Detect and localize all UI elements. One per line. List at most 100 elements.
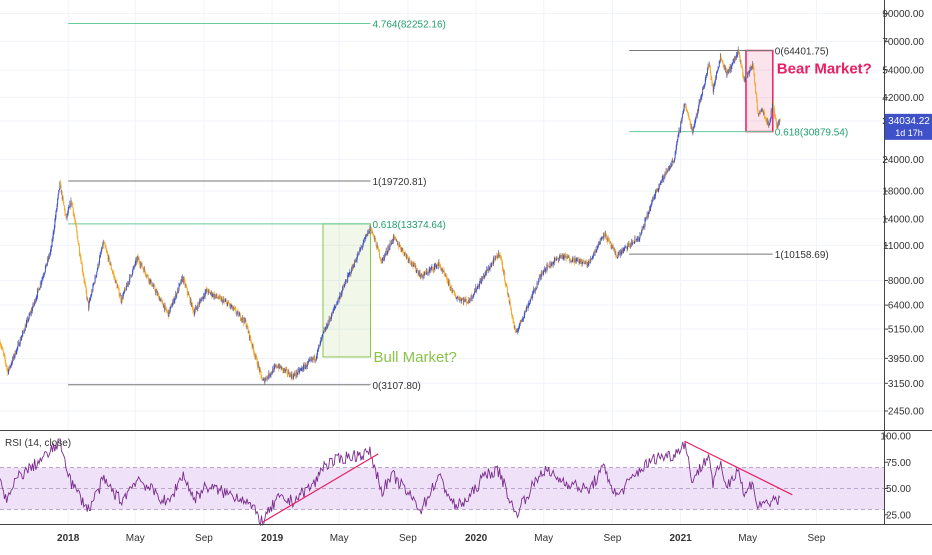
candle-body	[748, 71, 750, 74]
candle-body	[386, 252, 388, 254]
candle-body	[93, 282, 95, 285]
candle-body	[514, 326, 516, 328]
candle-body	[655, 191, 657, 197]
candle-body	[306, 366, 308, 368]
candle-body	[380, 259, 382, 262]
candle-body	[695, 114, 697, 118]
candle-body	[45, 263, 47, 268]
candle-body	[4, 354, 6, 357]
candle-body	[510, 306, 512, 309]
candle-body	[765, 118, 767, 121]
candle-body	[566, 256, 568, 259]
candle-body	[581, 262, 583, 265]
candle-body	[189, 295, 191, 298]
candle-body	[697, 109, 699, 112]
candle-body	[614, 251, 616, 254]
candle-body	[257, 364, 259, 367]
candle-body	[528, 303, 530, 306]
candle-body	[340, 294, 341, 298]
candle-body	[749, 71, 750, 74]
candle-body	[315, 357, 317, 360]
candle-body	[37, 290, 39, 297]
candle-body	[20, 338, 22, 341]
candle-body	[469, 300, 471, 302]
candle-body	[438, 262, 440, 267]
candle-body	[691, 126, 693, 130]
candle-body	[366, 234, 368, 237]
candle-body	[96, 271, 98, 276]
candle-body	[727, 70, 729, 72]
candle-body	[300, 368, 302, 370]
candle-body	[581, 261, 583, 265]
candle-body	[319, 344, 321, 346]
candle-body	[742, 75, 744, 77]
candle-body	[191, 302, 193, 307]
candle-body	[450, 286, 452, 288]
candle-body	[534, 289, 536, 291]
candle-body	[525, 311, 527, 313]
candle-body	[437, 265, 439, 267]
candle-body	[24, 330, 26, 332]
candle-body	[498, 252, 500, 257]
candle-body	[503, 269, 505, 273]
candle-body	[564, 254, 565, 259]
candle-body	[269, 375, 271, 377]
fib-level-label: 4.764(82252.16)	[372, 20, 445, 31]
candle-body	[158, 297, 160, 300]
candle-body	[540, 274, 542, 277]
candle-body	[356, 256, 358, 261]
candle-body	[408, 258, 410, 260]
candle-body	[277, 366, 279, 368]
candle-body	[757, 109, 759, 114]
candle-body	[588, 260, 590, 264]
candle-body	[380, 258, 382, 260]
candle-body	[80, 256, 82, 258]
candle-body	[40, 283, 42, 285]
candle-body	[713, 85, 715, 87]
candle-body	[96, 269, 98, 272]
candle-body	[453, 290, 455, 292]
candle-body	[480, 280, 482, 283]
candle-body	[176, 292, 178, 294]
candle-body	[611, 245, 613, 249]
candle-body	[25, 325, 27, 328]
candle-body	[61, 191, 63, 199]
candle-body	[24, 325, 26, 331]
candle-body	[759, 113, 760, 114]
candle-body	[556, 257, 558, 259]
candle-body	[618, 253, 620, 255]
price-axis-label: 54000.00	[882, 65, 924, 76]
candle-body	[325, 328, 327, 330]
candle-body	[302, 368, 303, 370]
candle-body	[329, 318, 331, 320]
candle-body	[416, 269, 418, 271]
rsi-line	[0, 438, 781, 527]
candle-body	[259, 369, 261, 372]
candle-body	[343, 286, 345, 287]
candle-body	[431, 268, 432, 269]
candle-body	[99, 257, 101, 264]
candle-body	[129, 276, 131, 283]
candle-body	[470, 300, 472, 302]
candle-body	[91, 291, 93, 293]
candle-body	[218, 298, 220, 300]
time-axis-label: May	[126, 533, 145, 544]
candle-body	[251, 343, 253, 347]
candle-body	[197, 303, 199, 310]
candle-body	[752, 63, 754, 68]
time-axis-label: Sep	[604, 533, 622, 544]
candle-body	[541, 273, 543, 277]
candle-body	[353, 261, 355, 267]
candle-body	[280, 367, 282, 370]
candle-body	[375, 238, 377, 242]
candle-body	[405, 253, 407, 255]
candle-body	[29, 312, 31, 315]
candle-body	[700, 98, 702, 102]
candle-body	[32, 307, 34, 311]
candle-body	[555, 258, 557, 260]
candle-body	[346, 281, 348, 283]
candle-body	[341, 290, 343, 294]
candle-body	[15, 352, 17, 355]
candle-body	[633, 242, 635, 244]
